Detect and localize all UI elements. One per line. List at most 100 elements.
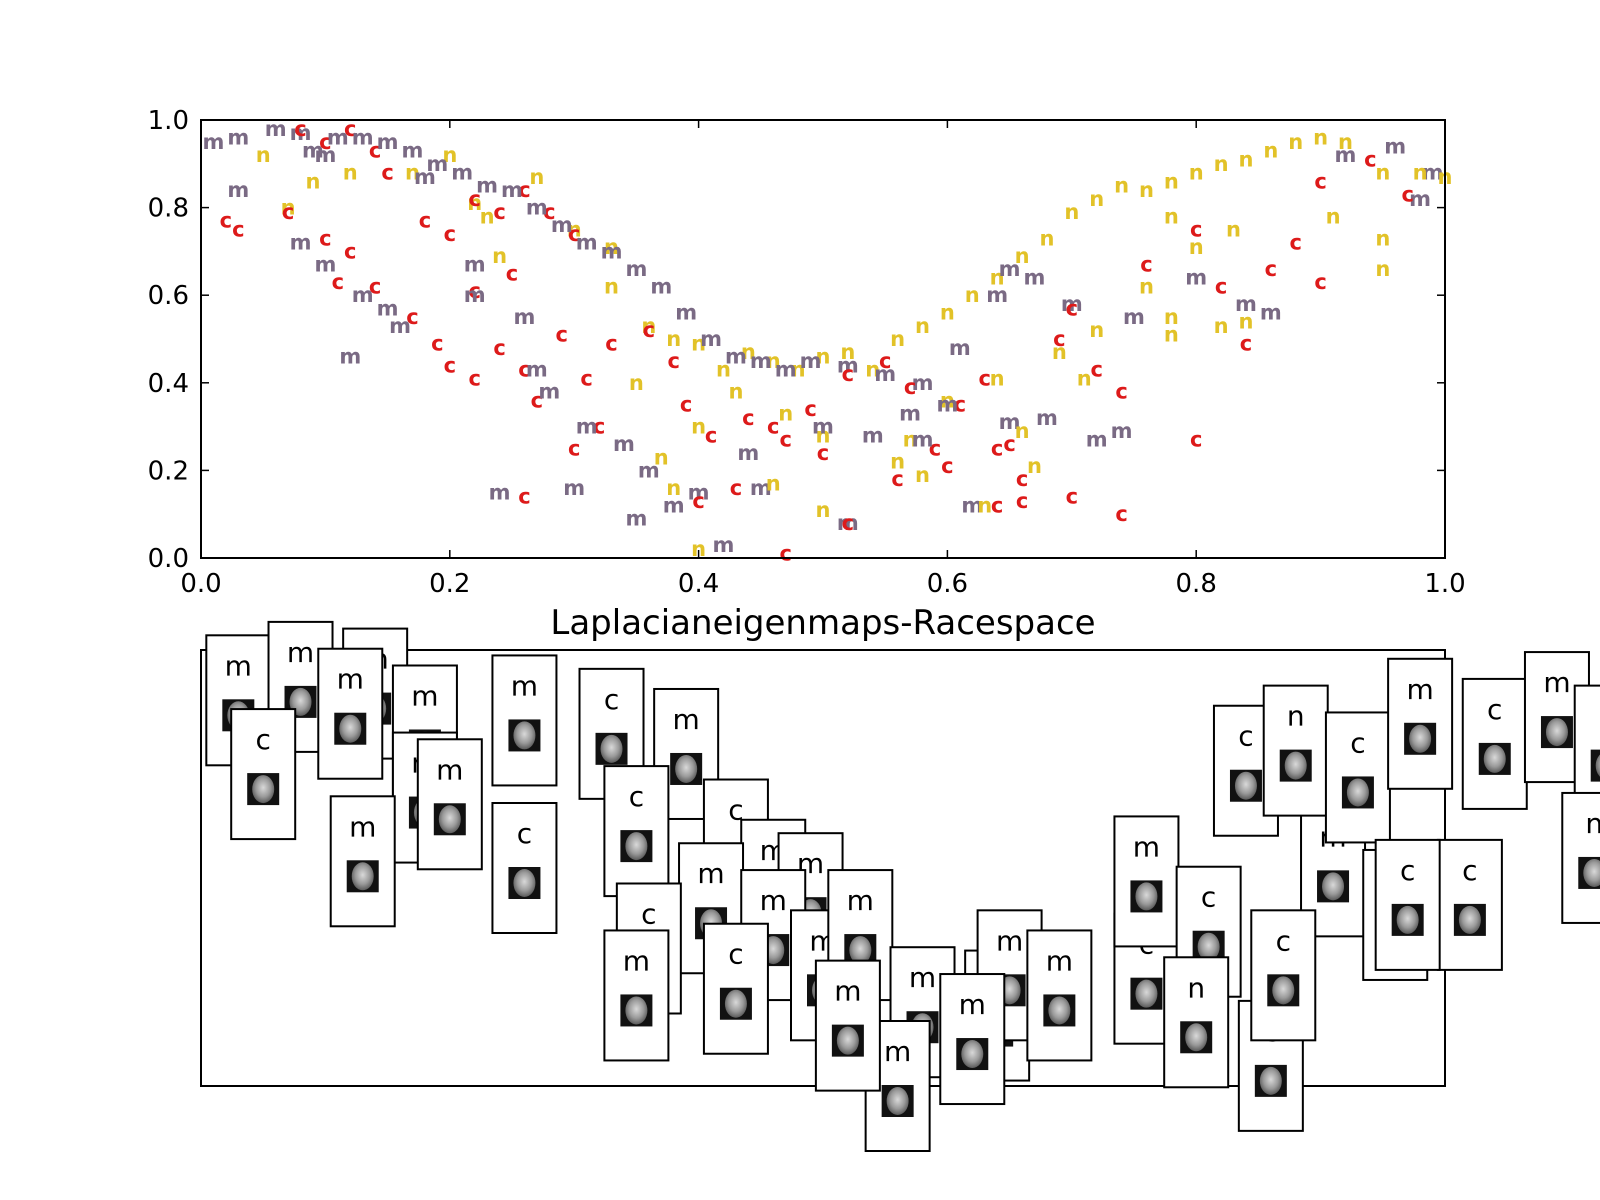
scatter-point-c: c bbox=[1115, 380, 1127, 404]
scatter-point-m: m bbox=[451, 161, 473, 185]
scatter-point-m: m bbox=[961, 493, 983, 517]
scatter-point-n: n bbox=[442, 143, 457, 167]
scatter-point-n: n bbox=[305, 169, 320, 193]
scatter-point-n: n bbox=[1263, 139, 1278, 163]
scatter-point-n: n bbox=[915, 314, 930, 338]
scatter-point-n: n bbox=[965, 283, 980, 307]
scatter-point-c: c bbox=[468, 366, 480, 390]
scatter-point-n: n bbox=[766, 472, 781, 496]
face-icon bbox=[1346, 778, 1369, 807]
scatter-point-m: m bbox=[414, 165, 436, 189]
scatter-point-c: c bbox=[891, 467, 903, 491]
scatter-point-c: c bbox=[804, 397, 816, 421]
face-icon bbox=[513, 869, 536, 897]
scatter-point-m: m bbox=[650, 274, 672, 298]
y-tick-label: 0.8 bbox=[148, 194, 189, 224]
scatter-point-n: n bbox=[1288, 130, 1303, 154]
card-label: c bbox=[728, 938, 743, 971]
scatter-point-c: c bbox=[1003, 432, 1015, 456]
scatter-point-m: m bbox=[663, 493, 685, 517]
scatter-point-c: c bbox=[506, 261, 518, 285]
scatter-point-n: n bbox=[940, 388, 955, 412]
card-label: c bbox=[1276, 924, 1291, 957]
scatter-point-n: n bbox=[977, 493, 992, 517]
scatter-point-c: c bbox=[568, 222, 580, 246]
scatter-point-n: n bbox=[691, 415, 706, 439]
scatter-point-n: n bbox=[691, 537, 706, 561]
scatter-point-c: c bbox=[941, 454, 953, 478]
y-tick-label: 0.4 bbox=[148, 369, 189, 399]
scatter-point-n: n bbox=[343, 161, 358, 185]
y-tick-label: 0.0 bbox=[148, 544, 189, 574]
card-label: c bbox=[604, 683, 619, 716]
scatter-point-n: n bbox=[816, 345, 831, 369]
card-label: n bbox=[1287, 700, 1305, 733]
face-icon bbox=[849, 936, 872, 965]
card-label: m bbox=[337, 663, 364, 696]
scatter-point-m: m bbox=[526, 196, 548, 220]
scatter-point-m: m bbox=[1111, 419, 1133, 443]
card-label: m bbox=[909, 961, 936, 994]
scatter-point-c: c bbox=[767, 415, 779, 439]
scatter-point-c: c bbox=[369, 139, 381, 163]
scatter-point-m: m bbox=[314, 253, 336, 277]
scatter-point-c: c bbox=[680, 393, 692, 417]
scatter-point-m: m bbox=[1384, 134, 1406, 158]
card-label: m bbox=[1406, 673, 1433, 706]
scatter-point-n: n bbox=[1189, 235, 1204, 259]
card-label: m bbox=[411, 679, 438, 712]
scatter-point-m: m bbox=[202, 130, 224, 154]
scatter-point-m: m bbox=[675, 301, 697, 325]
face-icon bbox=[1545, 718, 1568, 747]
scatter-point-c: c bbox=[1066, 296, 1078, 320]
scatter-point-n: n bbox=[604, 235, 619, 259]
card-label: m bbox=[287, 636, 314, 669]
scatter-point-m: m bbox=[750, 349, 772, 373]
scatter-point-n: n bbox=[1164, 169, 1179, 193]
scatter-point-m: m bbox=[227, 178, 249, 202]
x-tick-label: 0.6 bbox=[927, 569, 968, 599]
scatter-point-m: m bbox=[625, 507, 647, 531]
scatter-point-m: m bbox=[775, 358, 797, 382]
scatter-point-m: m bbox=[949, 336, 971, 360]
scatter-point-m: m bbox=[1260, 301, 1282, 325]
scatter-point-n: n bbox=[890, 327, 905, 351]
scatter-point-c: c bbox=[568, 437, 580, 461]
scatter-point-m: m bbox=[713, 533, 735, 557]
scatter-point-c: c bbox=[593, 415, 605, 439]
scatter-point-c: c bbox=[344, 117, 356, 141]
card-label: m bbox=[349, 810, 376, 843]
card-label: c bbox=[255, 723, 270, 756]
card-label: m bbox=[760, 884, 787, 917]
scatter-point-m: m bbox=[377, 296, 399, 320]
scatter-point-m: m bbox=[999, 257, 1021, 281]
scatter-point-c: c bbox=[879, 349, 891, 373]
scatter-point-c: c bbox=[294, 117, 306, 141]
face-thumbnail bbox=[1590, 749, 1600, 782]
image-card-c: c bbox=[491, 802, 558, 934]
scatter-point-c: c bbox=[1016, 467, 1028, 491]
face-icon bbox=[1322, 872, 1345, 901]
scatter-point-n: n bbox=[778, 401, 793, 425]
scatter-point-m: m bbox=[700, 327, 722, 351]
face-icon bbox=[1284, 751, 1307, 780]
scatter-point-n: n bbox=[1375, 226, 1390, 250]
scatter-point-n: n bbox=[1139, 178, 1154, 202]
x-tick-label: 0.8 bbox=[1176, 569, 1217, 599]
scatter-point-c: c bbox=[580, 366, 592, 390]
face-icon bbox=[1272, 976, 1295, 1005]
face-icon bbox=[675, 754, 698, 783]
face-icon bbox=[1135, 979, 1158, 1008]
card-frame bbox=[416, 738, 483, 871]
scatter-point-m: m bbox=[1409, 187, 1431, 211]
face-icon bbox=[1234, 771, 1257, 800]
face-icon bbox=[1458, 905, 1481, 934]
scatter-point-m: m bbox=[638, 458, 660, 482]
scatter-point-n: n bbox=[629, 371, 644, 395]
scatter-point-c: c bbox=[431, 331, 443, 355]
scatter-point-n: n bbox=[691, 331, 706, 355]
face-icon bbox=[1583, 858, 1600, 887]
scatter-point-n: n bbox=[666, 476, 681, 500]
image-card-m: m bbox=[1026, 929, 1093, 1062]
scatter-point-n: n bbox=[405, 161, 420, 185]
